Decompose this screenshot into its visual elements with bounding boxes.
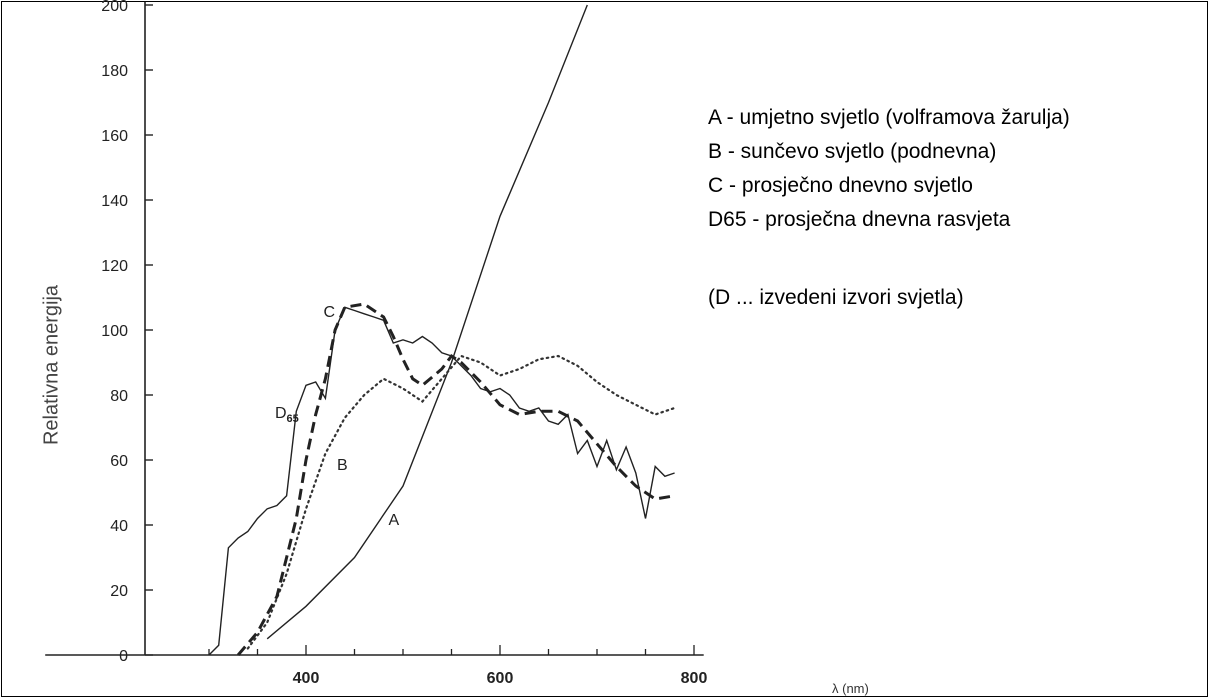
- legend-note-derived: (D ... izvedeni izvori svjetla): [708, 286, 964, 309]
- y-tick-label-180: 180: [101, 63, 128, 80]
- y-tick-label-20: 20: [110, 583, 128, 600]
- legend-line-b: B - sunčevo svjetlo (podnevna): [708, 140, 997, 163]
- x-tick-label-400: 400: [293, 670, 320, 687]
- series-line-b: [246, 354, 676, 650]
- curve-label-d65: D65: [275, 405, 299, 425]
- legend-line-a: A - umjetno svjetlo (volframova žarulja): [708, 106, 1070, 129]
- x-tick-label-800: 800: [681, 670, 708, 687]
- y-tick-label-40: 40: [110, 518, 128, 535]
- y-tick-label-0: 0: [119, 648, 128, 665]
- y-tick-label-120: 120: [101, 258, 128, 275]
- y-tick-label-200: 200: [101, 0, 128, 15]
- y-tick-label-140: 140: [101, 193, 128, 210]
- curve-label-a: A: [388, 512, 399, 529]
- legend-line-d65: D65 - prosječna dnevna rasvjeta: [708, 208, 1011, 231]
- curve-label-b: B: [337, 457, 348, 474]
- y-tick-label-60: 60: [110, 453, 128, 470]
- y-axis-label: Relativna energija: [40, 284, 63, 446]
- legend-line-c: C - prosječno dnevno svjetlo: [708, 174, 973, 197]
- x-axis-label: λ (nm): [832, 681, 869, 696]
- curve-label-c: C: [323, 304, 335, 321]
- series-line-c: [236, 302, 675, 656]
- y-tick-label-80: 80: [110, 388, 128, 405]
- y-tick-label-100: 100: [101, 323, 128, 340]
- series-line-a: [266, 4, 588, 640]
- series-line-d65: [208, 306, 675, 656]
- y-tick-label-160: 160: [101, 128, 128, 145]
- x-tick-label-600: 600: [487, 670, 514, 687]
